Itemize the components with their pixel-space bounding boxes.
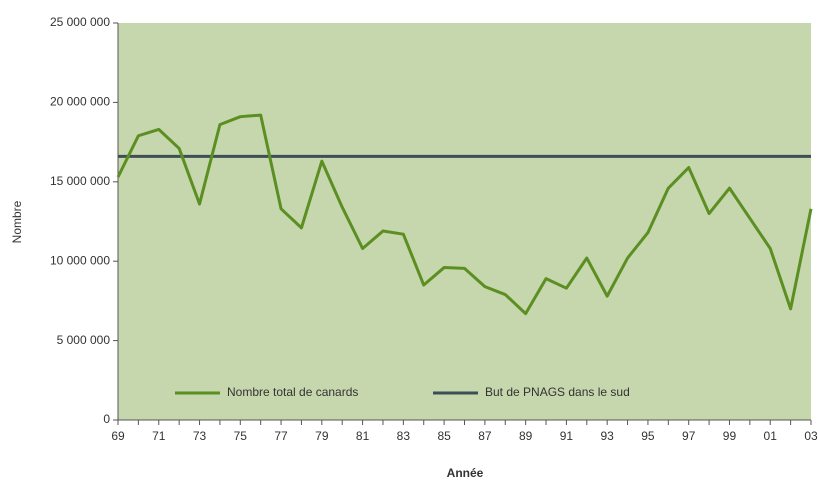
x-axis-title: Année [447, 466, 484, 480]
x-tick-label: 01 [764, 429, 778, 443]
y-tick-label: 10 000 000 [50, 253, 110, 267]
x-tick-label: 71 [152, 429, 166, 443]
x-tick-label: 73 [193, 429, 207, 443]
legend-item: Nombre total de canards [175, 385, 358, 399]
y-tick-label: 15 000 000 [50, 174, 110, 188]
x-tick-label: 89 [519, 429, 533, 443]
y-tick-label: 25 000 000 [50, 15, 110, 29]
x-tick-label: 91 [560, 429, 574, 443]
legend-label: But de PNAGS dans le sud [485, 385, 630, 399]
x-tick-label: 99 [723, 429, 737, 443]
x-tick-label: 03 [804, 429, 818, 443]
x-tick-label: 95 [641, 429, 655, 443]
legend-item: But de PNAGS dans le sud [433, 385, 630, 399]
x-tick-label: 81 [356, 429, 370, 443]
y-tick-label: 5 000 000 [57, 333, 111, 347]
legend-label: Nombre total de canards [227, 385, 358, 399]
x-tick-label: 79 [315, 429, 329, 443]
x-tick-label: 97 [682, 429, 696, 443]
plot-area [118, 23, 811, 420]
x-tick-label: 69 [111, 429, 125, 443]
x-tick-label: 93 [600, 429, 614, 443]
x-tick-label: 85 [437, 429, 451, 443]
y-tick-label: 0 [103, 412, 110, 426]
x-tick-label: 83 [397, 429, 411, 443]
line-series [116, 113, 813, 316]
x-tick-label: 87 [478, 429, 492, 443]
y-axis-title: Nombre [10, 200, 24, 243]
y-tick-label: 20 000 000 [50, 95, 110, 109]
x-tick-label: 77 [274, 429, 288, 443]
x-tick-label: 75 [234, 429, 248, 443]
